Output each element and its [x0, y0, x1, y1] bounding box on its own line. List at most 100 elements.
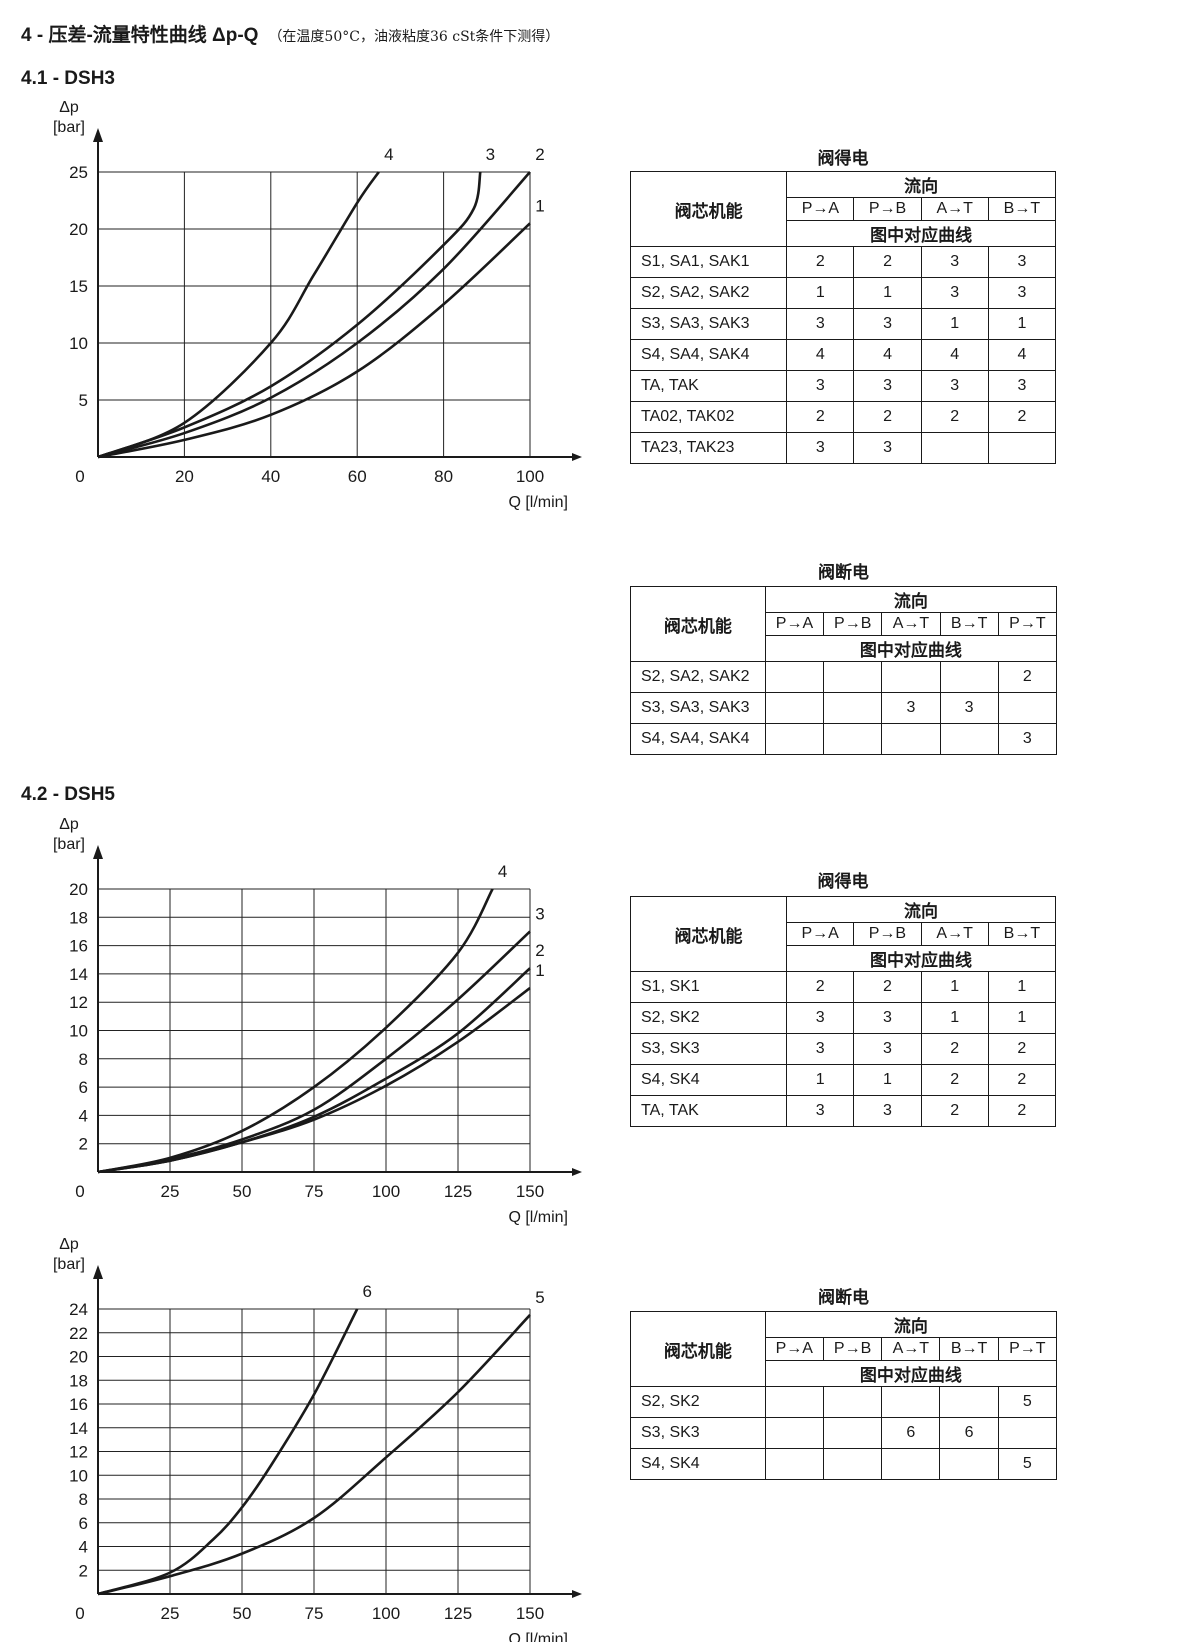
- curve-number-cell: 1: [987, 971, 1057, 1003]
- curve-number-cell: 3: [987, 246, 1057, 278]
- x-axis-arrow: [572, 1590, 582, 1598]
- page-title-note: （在温度50°C，油液粘度36 cSt条件下测得）: [268, 29, 560, 45]
- curve-number-cell: [987, 432, 1057, 464]
- curve-number-cell: 5: [997, 1448, 1058, 1480]
- spool-function-label: S1, SK1: [629, 971, 788, 1003]
- flow-column-header: A→T: [920, 197, 989, 221]
- curve-number-cell: 3: [920, 370, 989, 402]
- function-header: 阀芯机能: [629, 171, 788, 247]
- table-caption: 阀断电: [818, 563, 869, 582]
- curve-number-cell: 3: [786, 1002, 855, 1034]
- series-label-3: 3: [535, 904, 544, 923]
- curve-number-cell: 2: [920, 1064, 989, 1096]
- curve-number-cell: 2: [786, 401, 855, 433]
- curve-number-cell: [881, 1386, 941, 1418]
- curve-number-cell: 2: [786, 246, 855, 278]
- series-label-3: 3: [486, 145, 495, 164]
- curve-number-cell: [764, 692, 825, 724]
- curve-number-cell: 1: [920, 308, 989, 340]
- flow-column-header: P→B: [822, 1337, 883, 1361]
- curve-number-cell: 3: [920, 277, 989, 309]
- curve-number-cell: 6: [881, 1417, 941, 1449]
- spool-function-label: S2, SK2: [630, 1386, 766, 1418]
- table-row: S2, SK2 5: [630, 1386, 1058, 1418]
- curve-number-cell: 3: [853, 308, 922, 340]
- y-tick-label: 12: [69, 1443, 88, 1462]
- section-title-dsh3: 4.1 - DSH3: [21, 68, 115, 89]
- x-tick-label: 25: [161, 1604, 180, 1623]
- curve-number-cell: [939, 661, 999, 693]
- x-tick-label: 125: [444, 1604, 472, 1623]
- curve-number-cell: [822, 1386, 883, 1418]
- curve-number-cell: [764, 1386, 824, 1418]
- flow-column-header: B→T: [939, 1337, 999, 1361]
- flow-column-header: P→B: [853, 197, 922, 221]
- curve-number-cell: [997, 692, 1058, 724]
- series-label-1: 1: [535, 961, 544, 980]
- flow-column-header: P→B: [823, 612, 883, 636]
- y-tick-label: 12: [69, 993, 88, 1012]
- series-label-2: 2: [535, 941, 544, 960]
- curve-number-cell: 3: [853, 370, 922, 402]
- table-caption: 阀得电: [817, 149, 869, 168]
- curve-number-cell: 3: [786, 432, 855, 464]
- curve-number-cell: 3: [987, 370, 1057, 402]
- y-axis-label: Δp: [59, 1236, 79, 1253]
- y-tick-label: 2: [79, 1135, 88, 1154]
- curve-number-cell: 5: [997, 1386, 1058, 1418]
- y-tick-label: 22: [69, 1324, 88, 1343]
- x-tick-label: 75: [305, 1182, 324, 1201]
- table-row: S2, SK2 3 3 1 1: [629, 1002, 1057, 1034]
- y-axis-arrow: [93, 128, 103, 142]
- table-row: S3, SA3, SAK3 3 3: [630, 692, 1058, 724]
- y-tick-label: 10: [69, 1022, 88, 1041]
- flow-header: 流向: [764, 1311, 1058, 1338]
- x-tick-label: 100: [372, 1604, 400, 1623]
- table-row: TA02, TAK02 2 2 2 2: [629, 401, 1057, 433]
- y-tick-label: 6: [79, 1514, 88, 1533]
- x-tick-label: 80: [434, 467, 453, 486]
- table-row: S3, SK3 3 3 2 2: [629, 1033, 1057, 1065]
- spool-function-label: S1, SA1, SAK1: [629, 246, 788, 278]
- curve-number-cell: 1: [987, 308, 1057, 340]
- y-axis-arrow: [93, 845, 103, 859]
- table-row: S1, SA1, SAK1 2 2 3 3: [629, 246, 1057, 278]
- curve-number-cell: 2: [920, 1033, 989, 1065]
- spool-curve-table: 阀芯机能 流向 P→A P→B A→T B→T P→T 图中对应曲线 S2, SK2 5 S3, S…: [630, 1311, 1058, 1480]
- curve-number-cell: 1: [853, 277, 922, 309]
- y-tick-label: 4: [79, 1106, 88, 1125]
- table-caption: 阀得电: [817, 872, 869, 891]
- table-row: S1, SK1 2 2 1 1: [629, 971, 1057, 1003]
- x-axis-arrow: [572, 453, 582, 461]
- y-tick-label: 15: [69, 277, 88, 296]
- y-tick-label: 24: [69, 1300, 88, 1319]
- series-line-1: [97, 222, 531, 459]
- flow-header: 流向: [786, 896, 1056, 923]
- flow-column-header: B→T: [987, 197, 1057, 221]
- y-tick-label: 8: [79, 1050, 88, 1069]
- y-axis-unit: [bar]: [53, 836, 85, 853]
- table-row: S2, SA2, SAK2 2: [630, 661, 1058, 693]
- section-title-dsh5: 4.2 - DSH5: [21, 784, 115, 805]
- curve-number-cell: [939, 723, 999, 755]
- curve-number-cell: 1: [853, 1064, 922, 1096]
- page-title: 4 - 压差-流量特性曲线 Δp-Q （在温度50°C，油液粘度36 cSt条件下…: [21, 20, 559, 47]
- spool-function-label: TA, TAK: [629, 370, 788, 402]
- curve-number-cell: 2: [920, 401, 989, 433]
- flow-column-header: P→B: [853, 922, 922, 946]
- x-tick-label: 0: [75, 1182, 84, 1201]
- curve-number-cell: 1: [786, 277, 855, 309]
- spool-function-label: S3, SA3, SAK3: [629, 308, 788, 340]
- series-label-5: 5: [535, 1288, 544, 1307]
- curve-number-cell: [822, 1448, 883, 1480]
- spool-function-label: TA, TAK: [629, 1095, 788, 1127]
- series-line-3: [97, 930, 531, 1174]
- curve-number-cell: 2: [920, 1095, 989, 1127]
- y-tick-label: 8: [79, 1490, 88, 1509]
- x-tick-label: 150: [516, 1182, 544, 1201]
- series-line-4: [97, 171, 380, 459]
- series-line-3: [97, 171, 482, 459]
- y-tick-label: 16: [69, 1395, 88, 1414]
- curve-number-cell: 6: [939, 1417, 999, 1449]
- curve-number-cell: 2: [987, 1033, 1057, 1065]
